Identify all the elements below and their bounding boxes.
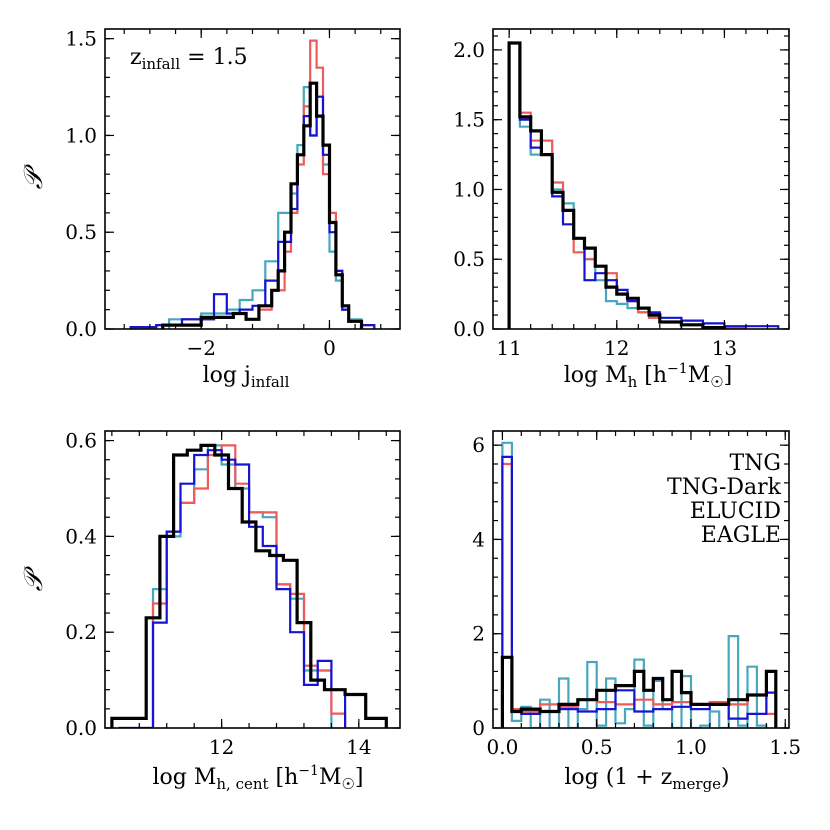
- series-line-elucid-jinfall: [161, 81, 364, 329]
- y-tick-label-zmerge: 4: [472, 527, 485, 551]
- y-tick-label-jinfall: 1.5: [65, 27, 97, 51]
- x-tick-label-Mh: 12: [604, 336, 629, 360]
- x-tick-label-jinfall: −2: [186, 336, 215, 360]
- x-tick-label-Mh: 13: [712, 336, 737, 360]
- panel-jinfall: 𝒫 zinfall = 1.5 log jinfall −2 0 0.0 0.5 1.0…: [19, 27, 401, 391]
- series-line-eagle-Mh: [508, 41, 683, 329]
- axes-frame-Mhcent: [104, 430, 401, 729]
- axes-frame-jinfall: [104, 28, 401, 330]
- series-line-tng-dark-zmerge: [501, 455, 777, 728]
- y-tick-label-Mh: 1.5: [453, 108, 485, 132]
- x-axis-label-jinfall: log jinfall: [203, 363, 290, 391]
- legend-entry-eagle: EAGLE: [701, 523, 781, 548]
- x-tick-label-Mh: 11: [496, 336, 521, 360]
- y-tick-label-zmerge: 0: [472, 716, 485, 740]
- y-tick-label-jinfall: 0.0: [65, 317, 97, 341]
- panel-Mhcent: 𝒫 log Mh, cent [h−1M☉] 12 14 0.0 0.2 0.4 0.6: [19, 429, 401, 793]
- x-tick-label-zmerge: 0.0: [487, 735, 519, 759]
- panel-zmerge: log (1 + zmerge) TNG TNG-Dark ELUCID EAG…: [472, 430, 801, 793]
- axes-frame-zmerge: [492, 430, 790, 729]
- y-tick-label-jinfall: 0.5: [65, 220, 97, 244]
- x-tick-label-zmerge: 0.5: [581, 735, 613, 759]
- axes-frame-Mh: [492, 28, 790, 330]
- x-axis-label-Mh: log Mh [h−1M☉]: [564, 361, 733, 391]
- x-axis-label-zmerge: log (1 + zmerge): [564, 765, 729, 793]
- x-tick-label-zmerge: 1.0: [675, 735, 707, 759]
- series-line-elucid-zmerge: [500, 655, 778, 728]
- panel-Mh: log Mh [h−1M☉] 11 12 13 0.0 0.5 1.0 1.5 2.0: [453, 28, 790, 391]
- infall-redshift-annotation: zinfall = 1.5: [130, 45, 248, 73]
- y-axis-label-bottom: 𝒫: [19, 565, 49, 591]
- y-tick-label-zmerge: 2: [472, 622, 485, 646]
- series-line-tng-dark-Mh: [508, 41, 780, 329]
- y-tick-label-Mh: 0.0: [453, 317, 485, 341]
- y-tick-label-Mh: 1.0: [453, 177, 485, 201]
- x-tick-label-Mhcent: 14: [346, 735, 371, 759]
- y-tick-label-Mhcent: 0.6: [65, 429, 97, 453]
- y-tick-label-zmerge: 6: [472, 433, 485, 457]
- series-line-eagle-jinfall: [168, 86, 363, 329]
- legend: TNG TNG-Dark ELUCID EAGLE: [667, 451, 782, 548]
- legend-entry-tng-dark: TNG-Dark: [667, 475, 782, 500]
- y-tick-label-jinfall: 1.0: [65, 123, 97, 147]
- x-tick-label-zmerge: 1.5: [769, 735, 801, 759]
- y-tick-label-Mhcent: 0.4: [65, 524, 97, 548]
- x-tick-label-Mhcent: 12: [209, 735, 234, 759]
- series-line-tng-dark-Mhcent: [118, 449, 347, 728]
- y-axis-label-top: 𝒫: [19, 163, 49, 189]
- series-line-tng-jinfall: [129, 39, 376, 329]
- series-line-tng-Mh: [508, 41, 747, 329]
- legend-entry-elucid: ELUCID: [690, 499, 781, 524]
- series-line-elucid-Mh: [507, 41, 726, 329]
- x-tick-label-jinfall: 0: [323, 336, 336, 360]
- y-tick-label-Mh: 0.5: [453, 247, 485, 271]
- y-tick-label-Mh: 2.0: [453, 38, 485, 62]
- x-axis-label-Mhcent: log Mh, cent [h−1M☉]: [152, 763, 363, 793]
- legend-entry-tng: TNG: [730, 451, 782, 476]
- y-tick-label-Mhcent: 0.2: [65, 620, 97, 644]
- series-line-elucid-Mhcent: [110, 443, 388, 728]
- y-tick-label-Mhcent: 0.0: [65, 716, 97, 740]
